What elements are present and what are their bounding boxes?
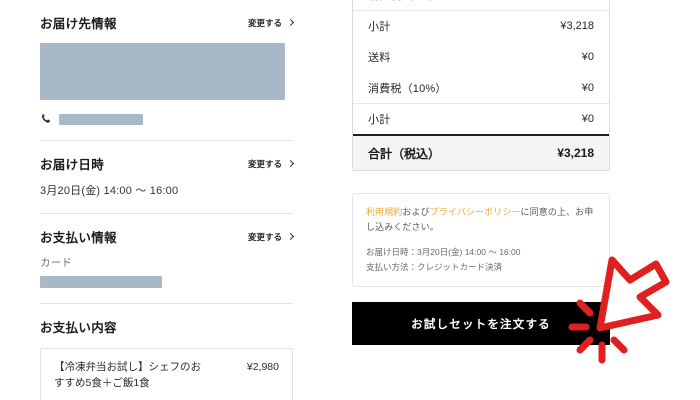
shipping-info-header: お届け先情報 変更する [40, 0, 295, 32]
summary-total-row: 合計（税込） ¥3,218 [353, 134, 609, 170]
phone-icon [41, 114, 50, 123]
summary-label-tax10: 消費税（10%） [368, 82, 447, 95]
delivery-datetime-change-label: 変更する [247, 158, 282, 169]
summary-label-subtotal-1: 小計 [368, 21, 391, 33]
order-item-row: 【冷凍弁当お試し】シェフのおすすめ5食＋ご飯1食 ¥2,980 [54, 360, 279, 392]
summary-total-value: ¥3,218 [557, 146, 594, 160]
terms-tail-text: に同意の上、お申し込みください。 [366, 207, 594, 232]
summary-row-shipping-fee: 送料 ¥0 [353, 41, 609, 72]
summary-value-tax10: ¥0 [581, 81, 594, 94]
order-item-name: 【冷凍弁当お試し】シェフのおすすめ5食＋ご飯1食 [54, 361, 201, 389]
chevron-right-icon [286, 159, 295, 167]
summary-label-subtotal-2: 小計 [368, 114, 391, 126]
delivery-datetime-section: お届け日時 変更する 3月20日(金) 14:00 〜 16:00 [40, 141, 295, 214]
payment-detail-header: お支払い内容 [40, 304, 293, 336]
summary-value-subtotal-1: ¥3,218 [560, 20, 594, 32]
delivery-datetime-value: 3月20日(金) 14:00 〜 16:00 [40, 185, 179, 197]
order-item-card: 【冷凍弁当お試し】シェフのおすすめ5食＋ご飯1食 ¥2,980 消費税（8%） … [40, 348, 293, 400]
shipping-address-redacted [40, 43, 285, 100]
privacy-policy-link[interactable]: プライバシーポリシー [429, 207, 521, 217]
payment-info-change-link[interactable]: 変更する [247, 231, 295, 243]
summary-value-subtotal-2: ¥0 [581, 113, 594, 125]
terms-meta-block: お届け日時：3月20日(金) 14:00 〜 16:00 支払い方法：クレジット… [366, 245, 596, 274]
divider-after-datetime [40, 213, 293, 214]
order-item-price: ¥2,980 [246, 361, 279, 373]
payment-method-label: カード [40, 257, 73, 269]
divider-after-shipping [40, 140, 293, 141]
summary-value-shipping-fee: ¥0 [581, 50, 594, 63]
shipping-change-link[interactable]: 変更する [247, 17, 295, 29]
summary-row-tax10: 消費税（10%） ¥0 [353, 72, 609, 103]
summary-row-subtotal-2: 小計 ¥0 [353, 103, 609, 134]
checkout-left-column: お届け先情報 変更する お届け日時 変更する [40, 0, 295, 400]
summary-row-tax8: 消費税（8%） ¥238 [353, 0, 609, 10]
summary-label-tax8: 消費税（8%） [368, 0, 440, 3]
delivery-datetime-title: お届け日時 [40, 158, 105, 172]
payment-card-redacted [40, 276, 162, 288]
order-summary-card: 消費税（8%） ¥238 小計 ¥3,218 送料 ¥0 消費税（10%） ¥0… [352, 0, 610, 171]
terms-of-service-link[interactable]: 利用規約 [366, 207, 403, 217]
checkout-right-column: 消費税（8%） ¥238 小計 ¥3,218 送料 ¥0 消費税（10%） ¥0… [352, 0, 610, 346]
payment-detail-title: お支払い内容 [40, 321, 117, 335]
payment-detail-section: お支払い内容 【冷凍弁当お試し】シェフのおすすめ5食＋ご飯1食 ¥2,980 消… [40, 304, 293, 400]
delivery-datetime-change-link[interactable]: 変更する [247, 158, 295, 170]
divider-after-payment-info [40, 303, 293, 304]
shipping-info-title: お届け先情報 [40, 17, 117, 31]
summary-label-shipping-fee: 送料 [368, 51, 391, 64]
terms-meta-delivery: お届け日時：3月20日(金) 14:00 〜 16:00 [366, 247, 521, 258]
shipping-phone-row [40, 113, 293, 125]
terms-agreement-box: 利用規約およびプライバシーポリシーに同意の上、お申し込みください。 お届け日時：… [352, 193, 610, 288]
summary-total-label: 合計（税込） [368, 146, 441, 161]
terms-agreement-text: 利用規約およびプライバシーポリシーに同意の上、お申し込みください。 [366, 205, 596, 234]
chevron-right-icon [286, 18, 295, 26]
delivery-datetime-header: お届け日時 変更する [40, 141, 295, 173]
chevron-right-icon [286, 232, 295, 240]
terms-conjunction: および [402, 207, 430, 217]
shipping-phone-redacted [59, 113, 143, 125]
summary-value-tax8: ¥238 [570, 0, 594, 1]
summary-row-subtotal-1: 小計 ¥3,218 [353, 10, 609, 41]
shipping-info-section: お届け先情報 変更する [40, 0, 295, 141]
shipping-change-label: 変更する [247, 17, 282, 28]
payment-info-change-label: 変更する [247, 231, 282, 242]
payment-info-section: お支払い情報 変更する カード [40, 214, 295, 304]
order-button[interactable]: お試しセットを注文する [352, 302, 610, 346]
terms-meta-payment: 支払い方法：クレジットカード決済 [366, 261, 503, 272]
payment-info-title: お支払い情報 [40, 231, 117, 245]
payment-info-header: お支払い情報 変更する [40, 214, 295, 246]
